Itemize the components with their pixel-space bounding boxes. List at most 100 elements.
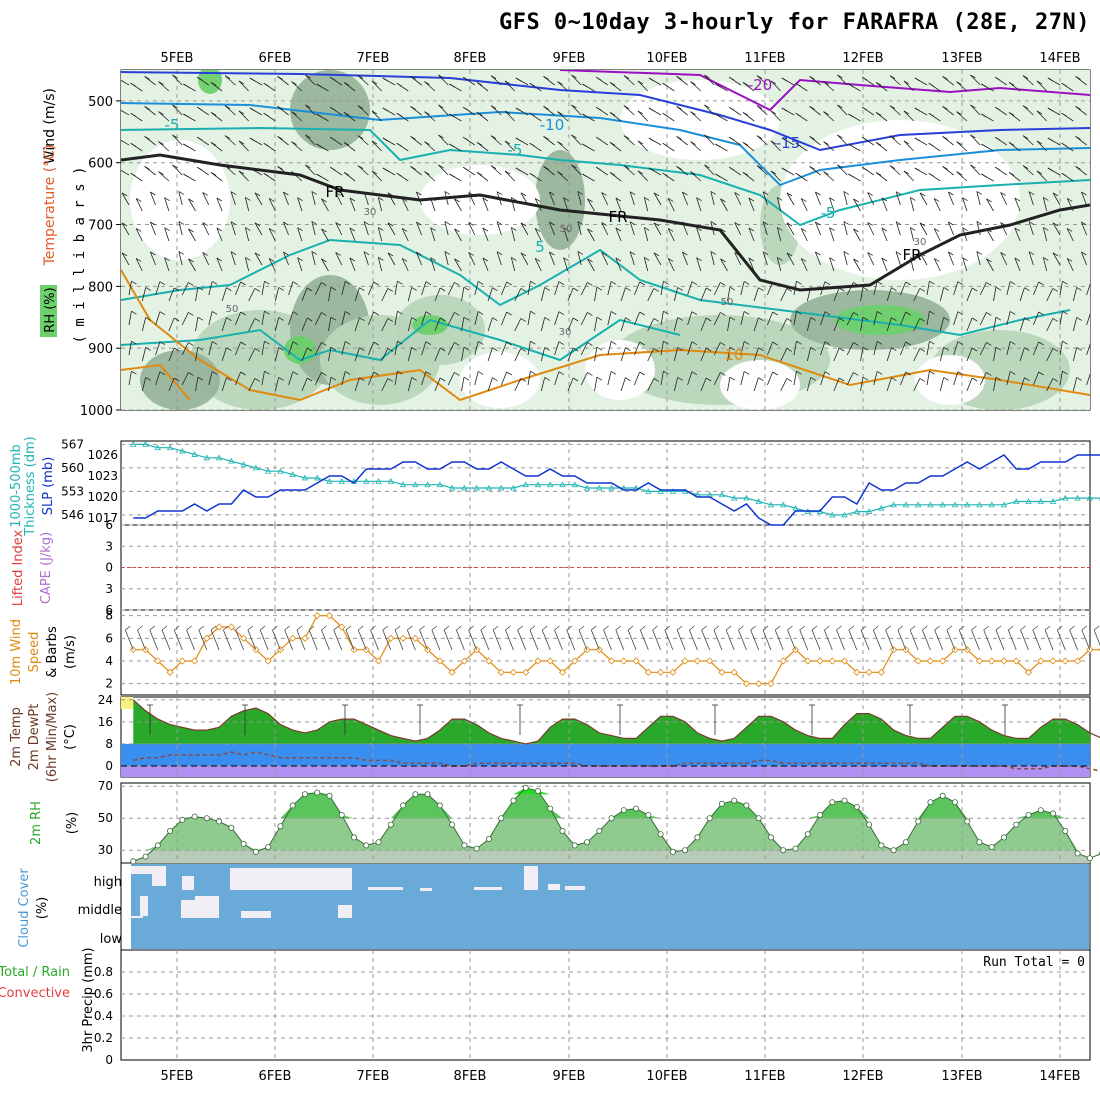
- wind-barb: [341, 281, 346, 296]
- wind-barb-flag: [609, 142, 616, 146]
- wind-barb-flag: [837, 164, 843, 169]
- wind-barb: [238, 170, 249, 182]
- wind-barb-flag: [809, 76, 815, 80]
- rh2m-marker: [277, 823, 284, 830]
- wind-barb: [238, 80, 249, 92]
- wind-barb: [933, 258, 941, 272]
- wind-barb-flag: [164, 257, 170, 262]
- wind-barb: [700, 287, 707, 302]
- wind-barb-flag: [742, 82, 749, 86]
- axis-tick-label: 0.2: [94, 1031, 113, 1045]
- wind10-barb: [345, 629, 355, 651]
- wind-barb-flag: [425, 311, 432, 316]
- wind-barb: [181, 282, 189, 296]
- wind-barb: [767, 281, 774, 296]
- rh2m-marker: [167, 828, 174, 835]
- axis-tick-label: 3: [105, 582, 113, 596]
- rh2m-marker: [915, 818, 922, 825]
- wind-barb-flag: [238, 170, 245, 175]
- wind-barb-flag: [853, 258, 859, 263]
- label-millibars: ( m i l l i b a r s ): [72, 166, 88, 343]
- wind10-barb-flag: [321, 625, 327, 631]
- wind-barb-flag: [158, 141, 164, 145]
- wind-barb-flag: [557, 81, 563, 85]
- wind-barb-flag: [609, 112, 616, 116]
- wind-barb-flag: [734, 192, 740, 196]
- rh2m-marker: [534, 788, 541, 795]
- wind-barb: [297, 257, 303, 272]
- wind-barb-flag: [571, 74, 577, 79]
- wind-barb: [341, 341, 346, 356]
- wind-barb: [770, 80, 781, 92]
- wind-barb: [1014, 227, 1021, 242]
- thickness-marker: [215, 454, 223, 461]
- wind-barb-flag: [1036, 140, 1043, 145]
- thickness-marker: [240, 461, 247, 467]
- wind-barb: [947, 221, 954, 236]
- wind-barb: [202, 222, 210, 236]
- day-label-top: 13FEB: [941, 51, 982, 66]
- wind-barb-flag: [297, 197, 303, 202]
- wind-barb-flag: [506, 341, 512, 346]
- wind-barb-flag: [306, 317, 313, 322]
- wind-barb-flag: [910, 197, 916, 201]
- wind-barb-flag: [396, 82, 402, 87]
- wind-barb: [571, 104, 582, 116]
- wind-barb-flag: [861, 76, 868, 81]
- thickness-marker: [1086, 494, 1094, 501]
- wind-barb-flag: [601, 252, 607, 256]
- wind-barb: [328, 347, 332, 362]
- wind10-barb-flag: [971, 625, 977, 631]
- wind-barb: [886, 287, 892, 302]
- wind-barb-flag: [995, 376, 1002, 381]
- label-6hr-minmax: (6hr Min/Max): [45, 692, 60, 782]
- wind-barb: [615, 227, 622, 242]
- wind-barb: [1052, 252, 1061, 266]
- label-rh2m-units: (%): [65, 812, 80, 835]
- wind10-barb: [578, 629, 588, 651]
- wind-barb: [461, 347, 465, 362]
- wind-barb: [947, 191, 954, 206]
- temp2m-labels: 2m Temp 2m DewPt (6hr Min/Max) (°C): [9, 692, 78, 782]
- wind-barb: [141, 317, 147, 332]
- wind-barb-flag: [425, 371, 432, 376]
- wind-barb-flag: [648, 107, 655, 112]
- wind10-barb: [321, 629, 330, 651]
- wind-barb-flag: [743, 281, 750, 285]
- rh2m-marker: [657, 831, 664, 838]
- rh2m-marker: [510, 797, 517, 804]
- wind-barb-flag: [1036, 170, 1043, 175]
- wind-barb: [889, 105, 901, 116]
- wind-barb-flag: [891, 377, 897, 382]
- wind-barb-flag: [254, 378, 261, 382]
- wind10-barb: [689, 629, 698, 651]
- day-label-top: 14FEB: [1039, 51, 1080, 66]
- wind-barb-flag: [933, 198, 940, 202]
- wind-barb: [909, 257, 915, 272]
- wind10-barb-flag: [1032, 625, 1039, 631]
- wind-barb-flag: [557, 171, 563, 175]
- wind-barb: [554, 341, 560, 356]
- wind-barb: [903, 170, 914, 182]
- wind-barb: [913, 288, 921, 302]
- wind-barb: [164, 197, 170, 212]
- wind-barb-flag: [810, 347, 816, 351]
- wind-barb: [846, 372, 854, 386]
- wind-barb: [913, 348, 921, 362]
- thickness-marker: [289, 471, 296, 477]
- wind-barb: [527, 281, 531, 296]
- wind-barb-flag: [1022, 105, 1029, 109]
- wind-barb: [713, 282, 721, 296]
- rh2m-marker: [767, 834, 774, 841]
- wind-barb-flag: [430, 197, 436, 202]
- wind-barb-flag: [1000, 222, 1006, 226]
- wind-barb: [141, 377, 147, 392]
- wind-barb-flag: [1043, 197, 1049, 201]
- wind-barb-flag: [867, 192, 873, 196]
- wind-barb-flag: [796, 370, 802, 375]
- label-temp-units: (°C): [63, 724, 78, 750]
- wind-barb: [1022, 135, 1034, 146]
- rh2m-marker: [400, 802, 407, 809]
- contour-label: 5: [535, 238, 545, 256]
